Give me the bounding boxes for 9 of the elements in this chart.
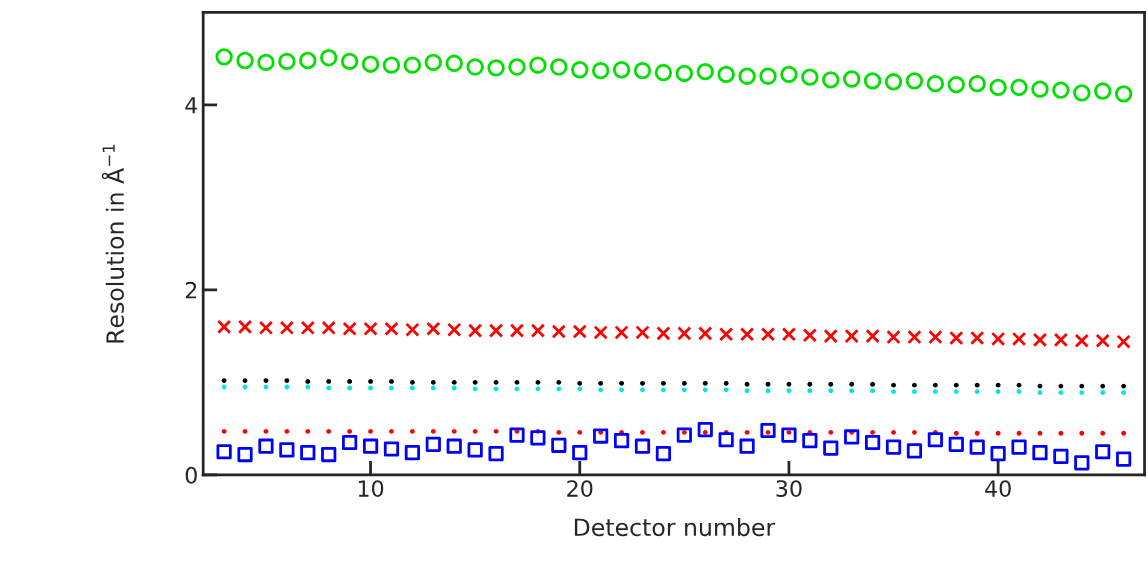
x-tick-label: 20	[567, 480, 593, 497]
x-tick-label: 10	[358, 480, 384, 497]
y-tick-label: 0	[185, 466, 197, 484]
y-axis-title: Resolution in Å$^{−1}$	[101, 144, 125, 343]
y-tick-label: 4	[185, 97, 198, 114]
x-axis-title: Detector number	[574, 517, 776, 537]
x-tick-label: 40	[985, 480, 1011, 497]
x-tick-label: 30	[776, 480, 802, 497]
y-tick-label: 2	[185, 281, 197, 299]
